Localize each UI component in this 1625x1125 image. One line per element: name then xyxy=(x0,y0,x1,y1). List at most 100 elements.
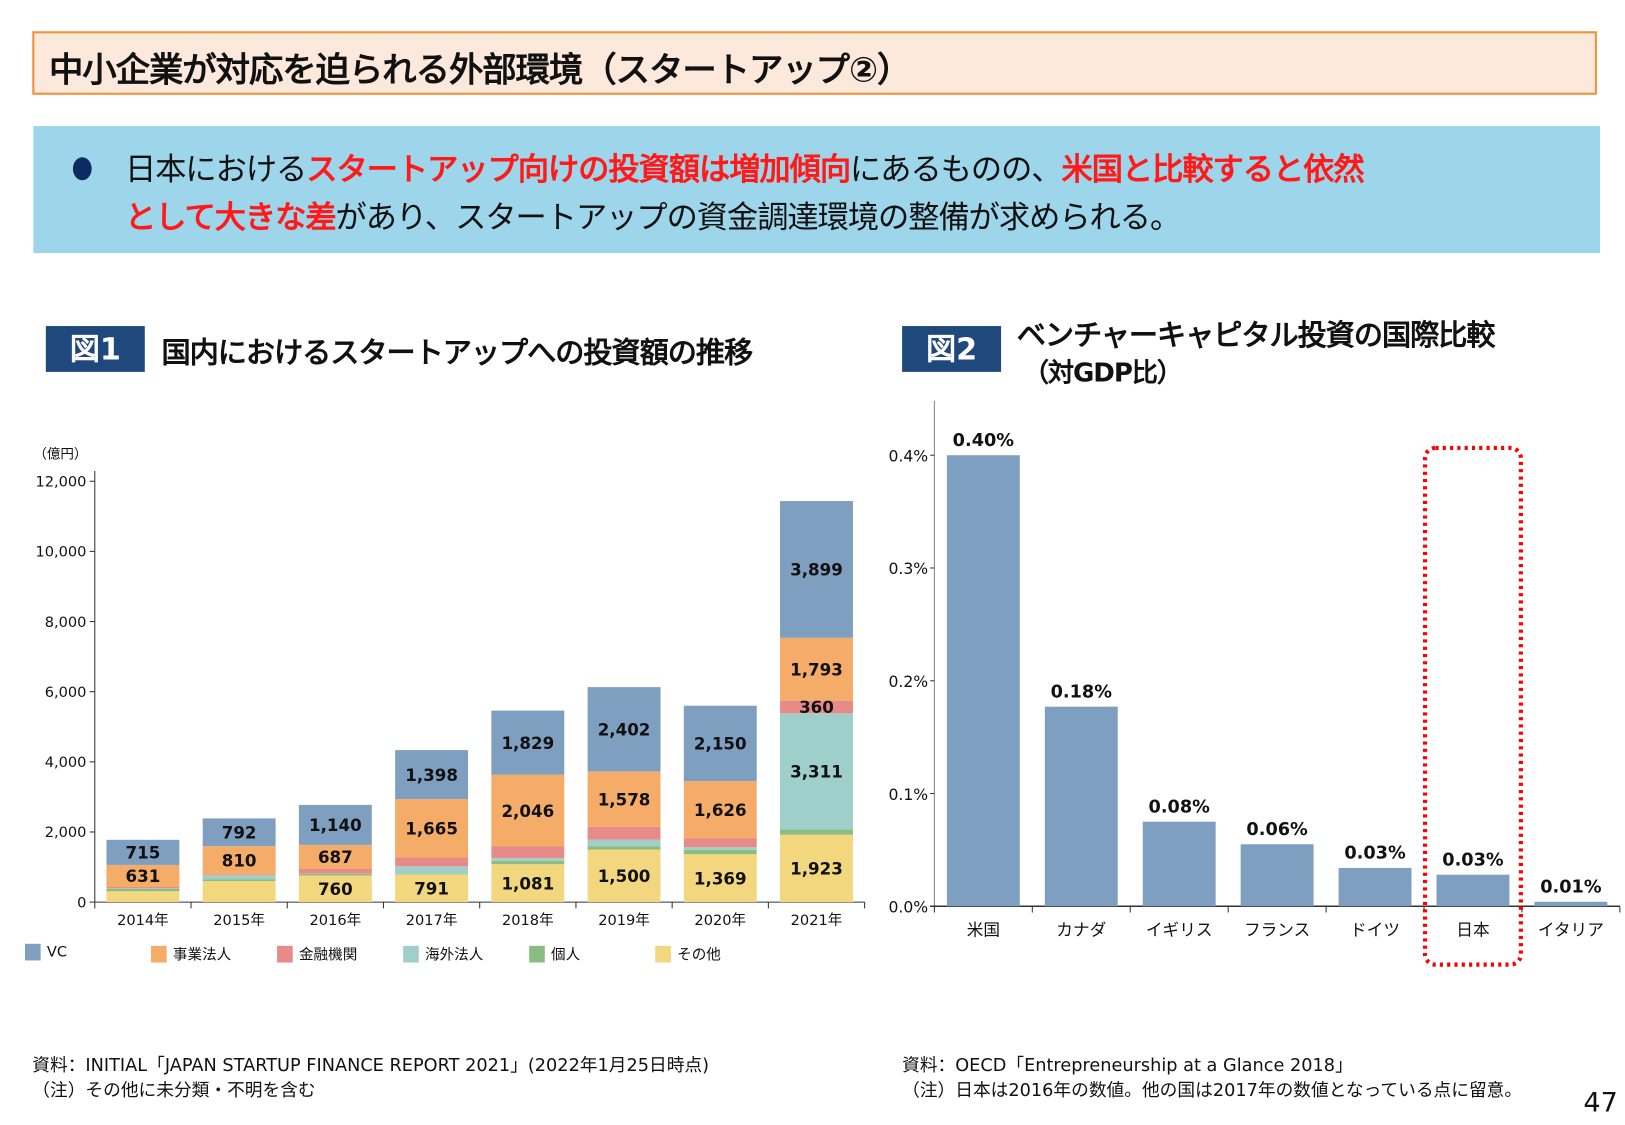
y-tick-label: 6,000 xyxy=(45,684,87,701)
data-label: 1,923 xyxy=(790,860,843,879)
bar-segment-海外法人 xyxy=(683,847,757,850)
bar-segment-金融機関 xyxy=(202,874,276,876)
legend-swatch xyxy=(151,945,167,963)
bar-segment-事業法人 xyxy=(491,774,565,847)
data-label: 3,311 xyxy=(790,763,843,782)
figure1-badge: 図1 xyxy=(45,326,145,372)
data-label: 0.03% xyxy=(1442,850,1504,870)
bar-segment-個人 xyxy=(683,849,757,855)
x-tick-label: 2019年 xyxy=(598,912,650,929)
x-tick-label: イタリア xyxy=(1538,920,1604,939)
bar-segment-VC xyxy=(298,804,372,845)
bar-segment-海外法人 xyxy=(587,839,661,847)
y-tick-label: 2,000 xyxy=(45,824,87,841)
data-label: 1,398 xyxy=(405,766,458,785)
data-label: 1,829 xyxy=(501,734,554,753)
summary-line-1: 日本におけるスタートアップ向けの投資額は増加傾向にあるものの、米国と比較すると依… xyxy=(125,144,1365,190)
x-tick-label: 2018年 xyxy=(502,912,554,929)
legend-swatch xyxy=(277,945,293,963)
legend-item: 金融機関 xyxy=(277,944,357,965)
data-label: 0.40% xyxy=(953,431,1015,451)
bar-segment-その他 xyxy=(491,864,565,903)
data-label: 1,626 xyxy=(694,801,747,820)
summary-line-2: として大きな差があり、スタートアップの資金調達環境の整備が求められる。 xyxy=(125,192,1181,238)
bar-segment-個人 xyxy=(491,861,565,865)
note-left: （注）その他に未分類・不明を含む xyxy=(32,1080,316,1102)
bar-segment-金融機関 xyxy=(683,838,757,848)
bar-segment-個人 xyxy=(587,846,661,850)
data-label: 1,578 xyxy=(598,790,651,809)
bar-segment-金融機関 xyxy=(587,826,661,840)
y-tick-label: 0.3% xyxy=(888,560,928,578)
summary-emphasis: 米国と比較すると依然 xyxy=(1061,152,1364,189)
data-label: 360 xyxy=(799,698,834,717)
x-tick-label: ドイツ xyxy=(1350,920,1400,939)
bar-イタリア xyxy=(1534,901,1608,907)
bar-segment-VC xyxy=(202,818,276,847)
legend-item: 事業法人 xyxy=(151,944,231,965)
bar-segment-VC xyxy=(491,710,565,775)
bar-segment-金融機関 xyxy=(780,700,853,714)
data-label: 0.18% xyxy=(1051,682,1113,702)
data-label: 810 xyxy=(222,852,257,871)
bar-segment-事業法人 xyxy=(202,846,276,875)
bar-segment-VC xyxy=(780,501,853,638)
bar-segment-その他 xyxy=(202,881,276,903)
data-label: 2,046 xyxy=(501,802,554,821)
data-label: 792 xyxy=(222,824,257,843)
bar-フランス xyxy=(1240,844,1314,907)
legend-label: 金融機関 xyxy=(298,946,358,964)
data-label: 0.08% xyxy=(1149,797,1211,817)
data-label: 687 xyxy=(318,848,353,867)
bar-米国 xyxy=(946,455,1020,907)
investment-chart: （億円） 0 2,000 4,000 6,000 8,000 10,000 12,000 631… xyxy=(33,446,866,929)
bar-segment-事業法人 xyxy=(106,864,180,888)
data-label: 2,150 xyxy=(694,735,747,754)
legend-label: VC xyxy=(46,943,68,961)
source-left: 資料：INITIAL「JAPAN STARTUP FINANCE REPORT … xyxy=(32,1055,710,1077)
vc-gdp-chart: 0.0% 0.1% 0.2% 0.3% 0.4% 0.40% 米国 0.18% カナダ 0.08%… xyxy=(888,401,1621,967)
legend-swatch xyxy=(529,945,545,963)
y-tick-label: 10,000 xyxy=(35,544,86,561)
bar-segment-金融機関 xyxy=(395,857,469,867)
data-label: 1,793 xyxy=(790,660,843,679)
note-right: （注）日本は2016年の数値。他の国は2017年の数値となっている点に留意。 xyxy=(902,1080,1523,1102)
x-tick-label: カナダ xyxy=(1056,920,1106,939)
figure2-badge: 図2 xyxy=(902,326,1002,372)
data-label: 0.01% xyxy=(1540,877,1602,897)
bar-segment-VC xyxy=(587,687,661,772)
summary-emphasis: スタートアップ向けの投資額は増加傾向 xyxy=(306,152,851,189)
x-tick-label: 2014年 xyxy=(117,912,169,929)
legend-swatch xyxy=(655,945,671,963)
bar-segment-事業法人 xyxy=(587,771,661,827)
bar-segment-海外法人 xyxy=(395,866,469,875)
bar-segment-事業法人 xyxy=(395,799,469,858)
y-tick-label: 0.0% xyxy=(888,899,928,917)
bar-カナダ xyxy=(1044,706,1118,907)
data-label: 791 xyxy=(414,879,449,898)
figure2-subtitle: （対GDP比） xyxy=(1022,357,1183,388)
legend-swatch xyxy=(25,943,41,961)
x-tick-label: フランス xyxy=(1244,920,1310,939)
bar-segment-VC xyxy=(106,839,180,865)
bar-segment-その他 xyxy=(298,875,372,903)
bar-segment-金融機関 xyxy=(298,868,372,874)
summary-emphasis: として大きな差 xyxy=(125,200,337,237)
legend-swatch xyxy=(403,945,419,963)
bar-segment-個人 xyxy=(202,879,276,882)
page-number: 47 xyxy=(1583,1087,1618,1119)
page-title: 中小企業が対応を迫られる外部環境（スタートアップ②） xyxy=(48,48,911,90)
y-tick-label: 0 xyxy=(77,894,86,911)
bar-segment-金融機関 xyxy=(491,846,565,859)
legend-label: 個人 xyxy=(551,946,581,964)
bar-ドイツ xyxy=(1338,867,1412,907)
bar-日本 xyxy=(1436,874,1510,907)
x-tick-label: 2020年 xyxy=(694,912,746,929)
bar-イギリス xyxy=(1142,821,1216,907)
figure1-title: 国内におけるスタートアップへの投資額の推移 xyxy=(161,335,753,370)
bar-segment-その他 xyxy=(683,854,757,903)
legend-label: その他 xyxy=(677,946,721,964)
data-label: 1,140 xyxy=(309,816,362,835)
bar-segment-海外法人 xyxy=(491,858,565,862)
